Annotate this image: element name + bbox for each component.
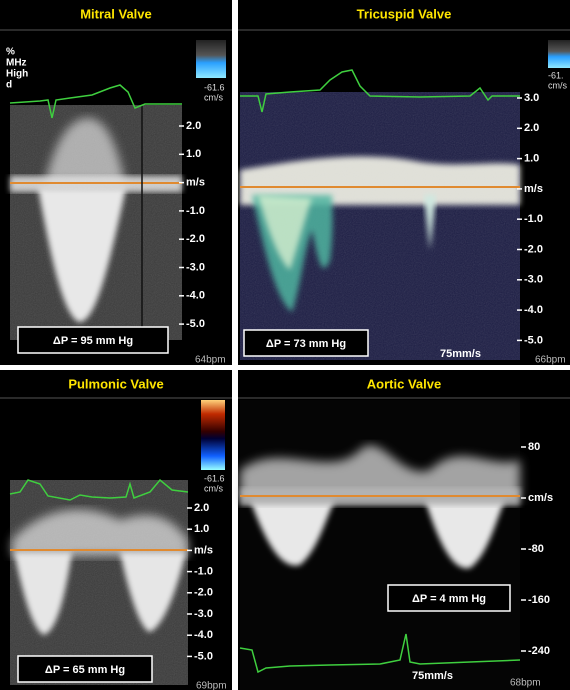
- pressure-gradient: ΔP = 73 mm Hg: [266, 338, 346, 350]
- panel-title: Tricuspid Valve: [357, 6, 452, 21]
- panel-title: Mitral Valve: [80, 6, 152, 21]
- tick-label: -5.0: [194, 650, 213, 662]
- tick-label: -1.0: [194, 566, 213, 578]
- panel-title: Aortic Valve: [367, 376, 441, 391]
- tick-label: 2.0: [186, 120, 201, 132]
- tick-label: 3.0: [524, 92, 539, 104]
- tick-label: -4.0: [194, 629, 213, 641]
- heart-rate: 66bpm: [535, 355, 566, 366]
- tick-label: 80: [528, 441, 540, 453]
- tick-label: -3.0: [194, 608, 213, 620]
- scale-label: -61.6: [204, 82, 225, 92]
- tick-label: -4.0: [524, 304, 543, 316]
- scale-label: -61.: [548, 70, 564, 80]
- tick-label: 2.0: [194, 502, 209, 514]
- tick-label: -2.0: [186, 233, 205, 245]
- doppler-image: [9, 40, 226, 340]
- tick-label: -1.0: [186, 205, 205, 217]
- sweep-speed: 75mm/s: [412, 670, 453, 682]
- tick-label: -80: [528, 543, 544, 555]
- doppler-image: [240, 40, 570, 360]
- tick-label: -2.0: [194, 587, 213, 599]
- tick-label: -1.0: [524, 213, 543, 225]
- scale-label: -61.6: [204, 473, 225, 483]
- panel-title: Pulmonic Valve: [68, 376, 163, 391]
- tick-label: m/s: [194, 544, 213, 556]
- sweep-speed: 75mm/s: [440, 348, 481, 360]
- tick-label: -5.0: [186, 318, 205, 330]
- scale-label: cm/s: [548, 80, 567, 90]
- doppler-image: [9, 400, 225, 685]
- setting-label: High: [6, 69, 28, 80]
- pressure-gradient: ΔP = 95 mm Hg: [53, 335, 133, 347]
- pressure-gradient: ΔP = 65 mm Hg: [45, 664, 125, 676]
- title-dividers: [0, 29, 570, 399]
- tick-label: -240: [528, 645, 550, 657]
- setting-label: d: [6, 80, 12, 91]
- doppler-image: [239, 400, 521, 690]
- gradient-box: [17, 326, 169, 354]
- tick-label: m/s: [186, 177, 205, 189]
- tick-label: 1.0: [186, 148, 201, 160]
- tick-label: m/s: [524, 183, 543, 195]
- gradient-box: [387, 584, 511, 612]
- tick-label: -3.0: [186, 261, 205, 273]
- tick-label: 1.0: [524, 153, 539, 165]
- tick-label: -2.0: [524, 243, 543, 255]
- heart-rate: 64bpm: [195, 355, 226, 366]
- pressure-gradient: ΔP = 4 mm Hg: [412, 593, 486, 605]
- tick-label: cm/s: [528, 492, 553, 504]
- tick-label: -5.0: [524, 334, 543, 346]
- setting-label: %: [6, 47, 15, 58]
- tick-label: -160: [528, 594, 550, 606]
- tick-label: -4.0: [186, 290, 205, 302]
- heart-rate: 69bpm: [196, 681, 227, 690]
- gradient-box: [243, 329, 369, 357]
- gradient-box: [17, 655, 153, 683]
- setting-label: MHz: [6, 58, 27, 69]
- tick-label: 2.0: [524, 122, 539, 134]
- scale-label: cm/s: [204, 92, 223, 102]
- heart-rate: 68bpm: [510, 678, 541, 689]
- tick-label: -3.0: [524, 274, 543, 286]
- tick-label: 1.0: [194, 523, 209, 535]
- scale-label: cm/s: [204, 483, 223, 493]
